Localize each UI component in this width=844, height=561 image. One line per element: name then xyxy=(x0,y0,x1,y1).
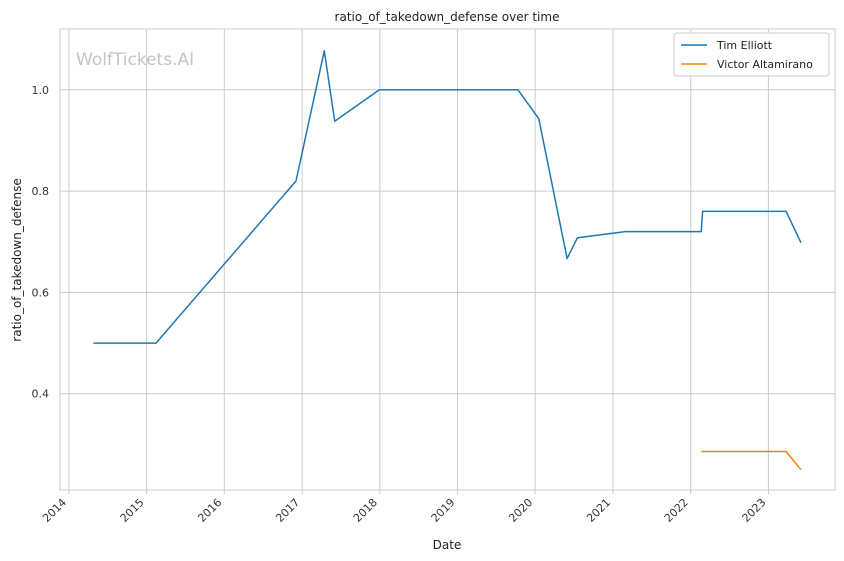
chart-title: ratio_of_takedown_defense over time xyxy=(335,10,560,24)
x-tick-label: 2023 xyxy=(740,496,769,525)
x-tick-label: 2014 xyxy=(40,496,69,525)
x-tick-label: 2017 xyxy=(273,496,302,525)
legend: Tim Elliott Victor Altamirano xyxy=(673,32,830,77)
legend-label-victor-altamirano: Victor Altamirano xyxy=(717,58,813,71)
x-tick-label: 2016 xyxy=(195,496,224,525)
y-axis-ticks: 0.4 0.6 0.8 1.0 xyxy=(32,84,50,401)
series-line-victor-altamirano xyxy=(701,450,802,471)
y-tick-label: 1.0 xyxy=(32,84,50,97)
y-tick-label: 0.8 xyxy=(32,185,50,198)
y-tick-label: 0.4 xyxy=(32,388,50,401)
x-axis-ticks: 2014 2015 2016 2017 2018 2019 2020 2021 2022 2023 xyxy=(40,490,769,525)
plot-area xyxy=(59,28,836,491)
x-axis-label: Date xyxy=(433,538,462,552)
y-axis-label: ratio_of_takedown_defense xyxy=(10,178,24,341)
x-tick-label: 2021 xyxy=(584,496,613,525)
x-tick-label: 2018 xyxy=(351,496,380,525)
x-tick-label: 2020 xyxy=(506,496,535,525)
x-tick-label: 2015 xyxy=(118,496,147,525)
watermark: WolfTickets.AI xyxy=(76,50,194,70)
x-tick-label: 2022 xyxy=(662,496,691,525)
series-lines xyxy=(93,50,802,471)
y-tick-label: 0.6 xyxy=(32,286,50,299)
legend-label-tim-elliott: Tim Elliott xyxy=(716,39,773,52)
legend-box xyxy=(673,32,830,77)
series-line-tim-elliott xyxy=(93,50,802,344)
x-tick-label: 2019 xyxy=(429,496,458,525)
